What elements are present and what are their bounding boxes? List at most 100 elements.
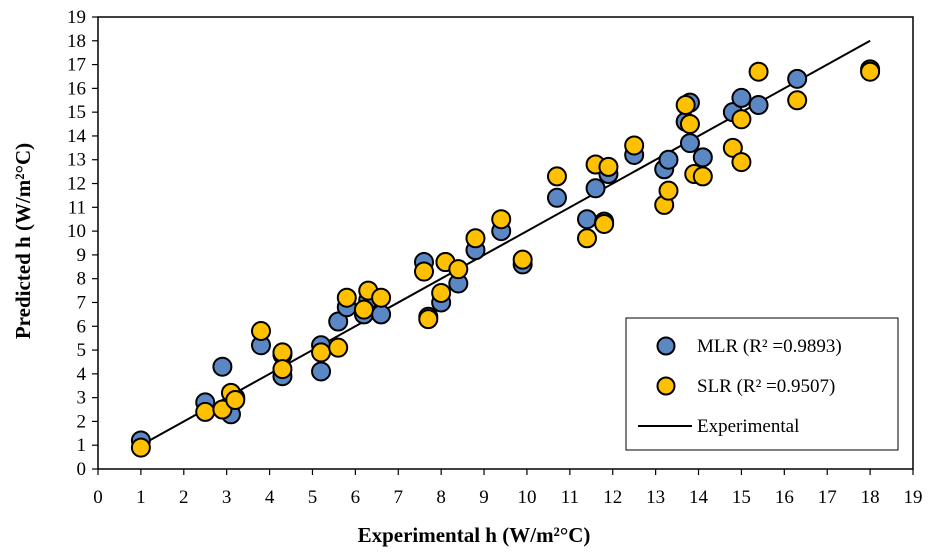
y-tick-label: 13 <box>67 150 86 171</box>
point-slr <box>679 114 700 135</box>
point-mlr <box>692 147 713 168</box>
x-tick-label: 16 <box>775 487 794 508</box>
point-slr <box>731 109 752 130</box>
point-slr <box>491 209 512 230</box>
y-tick-label: 1 <box>77 435 87 456</box>
point-slr <box>328 337 349 358</box>
point-mlr <box>577 209 597 230</box>
y-tick-label: 0 <box>77 459 87 480</box>
y-tick-label: 10 <box>67 221 86 242</box>
point-slr <box>658 180 679 201</box>
point-slr <box>748 61 769 82</box>
point-slr <box>225 390 246 411</box>
series-lines <box>140 39 871 447</box>
point-slr <box>431 282 452 303</box>
point-slr <box>311 342 332 363</box>
point-mlr <box>328 311 349 332</box>
point-mlr <box>311 361 332 382</box>
point-mlr <box>787 68 808 89</box>
x-tick-label: 1 <box>136 487 146 508</box>
point-slr <box>675 95 696 116</box>
legend-item-mlr: MLR (R² =0.9893) <box>656 336 842 357</box>
point-slr <box>448 259 469 280</box>
x-tick-label: 8 <box>436 487 446 508</box>
point-slr <box>692 166 713 187</box>
x-tick-label: 6 <box>351 487 361 508</box>
point-mlr <box>212 356 233 377</box>
x-axis-title: Experimental h (W/m²°C) <box>358 523 591 547</box>
y-tick-label: 12 <box>67 174 86 195</box>
point-slr <box>594 213 615 234</box>
x-tick-label: 4 <box>265 487 275 508</box>
legend-item-slr: SLR (R² =0.9507) <box>656 376 835 397</box>
x-tick-label: 14 <box>689 487 709 508</box>
legend: MLR (R² =0.9893) SLR (R² =0.9507) Experi… <box>625 317 899 451</box>
point-slr <box>272 342 293 363</box>
point-slr <box>860 61 881 82</box>
point-slr <box>336 287 357 308</box>
y-tick-label: 7 <box>77 292 87 313</box>
y-tick-label: 18 <box>67 31 86 52</box>
x-tick-label: 7 <box>394 487 404 508</box>
point-slr <box>371 287 392 308</box>
point-slr <box>418 309 439 330</box>
x-tick-label: 11 <box>561 487 579 508</box>
point-slr <box>624 135 645 156</box>
x-tick-label: 5 <box>308 487 318 508</box>
legend-label-experimental: Experimental <box>697 416 799 437</box>
point-mlr <box>371 304 392 325</box>
data-points <box>130 59 881 458</box>
plot-area <box>97 16 914 470</box>
x-tick-label: 13 <box>646 487 665 508</box>
point-slr <box>787 90 808 111</box>
point-mlr <box>731 87 752 108</box>
x-tick-label: 0 <box>93 487 103 508</box>
x-axis-ticks: 0 1 2 3 4 5 6 7 8 9 10 11 12 13 14 15 16 17 18 19 <box>93 469 923 508</box>
point-slr <box>272 359 293 380</box>
y-tick-label: 17 <box>67 55 86 76</box>
y-tick-label: 3 <box>77 388 87 409</box>
point-mlr <box>679 133 700 154</box>
x-tick-label: 17 <box>818 487 837 508</box>
y-tick-label: 19 <box>67 7 86 28</box>
y-tick-label: 6 <box>77 316 87 337</box>
y-tick-label: 4 <box>77 364 87 385</box>
point-slr <box>465 228 486 249</box>
x-tick-label: 3 <box>222 487 232 508</box>
point-slr <box>353 299 374 320</box>
point-mlr <box>658 149 679 170</box>
x-tick-label: 2 <box>179 487 189 508</box>
x-tick-label: 18 <box>861 487 880 508</box>
point-slr <box>546 166 567 187</box>
legend-marker-slr <box>656 376 676 396</box>
point-mlr <box>748 95 769 116</box>
y-tick-label: 9 <box>77 245 87 266</box>
point-mlr <box>546 187 567 208</box>
legend-marker-mlr <box>656 336 676 356</box>
point-slr <box>130 437 151 458</box>
x-tick-label: 10 <box>517 487 536 508</box>
point-slr <box>577 228 597 249</box>
point-slr <box>598 156 619 177</box>
point-slr <box>722 137 743 158</box>
x-tick-label: 19 <box>904 487 923 508</box>
y-tick-label: 2 <box>77 411 87 432</box>
y-tick-label: 14 <box>67 126 87 147</box>
legend-label-mlr: MLR (R² =0.9893) <box>697 336 842 357</box>
y-tick-label: 16 <box>67 78 86 99</box>
x-tick-label: 9 <box>479 487 489 508</box>
y-tick-label: 11 <box>68 197 86 218</box>
legend-item-experimental: Experimental <box>638 416 799 437</box>
legend-label-slr: SLR (R² =0.9507) <box>697 376 835 397</box>
point-slr <box>731 152 752 173</box>
series-line-experimental <box>140 39 871 447</box>
y-tick-label: 15 <box>67 102 86 123</box>
y-axis-title: Predicted h (W/m²°C) <box>11 143 35 339</box>
x-tick-label: 12 <box>603 487 622 508</box>
y-tick-label: 5 <box>77 340 87 361</box>
point-slr <box>414 261 434 282</box>
y-tick-label: 8 <box>77 269 87 290</box>
